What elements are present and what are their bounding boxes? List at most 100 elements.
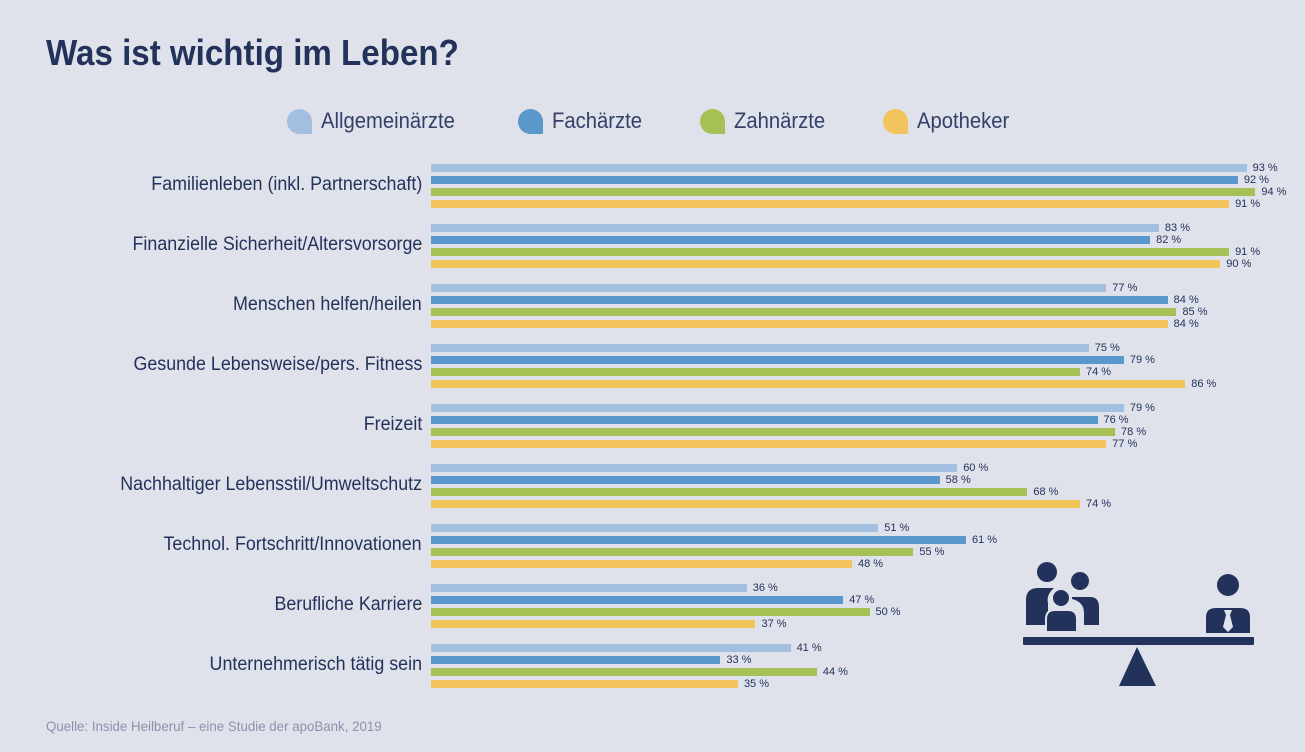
bar [431,500,1080,508]
value-label: 74 % [1085,498,1112,510]
category-label: Berufliche Karriere [274,594,422,615]
bar [431,620,756,628]
scale-balance-svg [1023,562,1254,686]
bar [431,536,966,544]
bar [431,260,1221,268]
bar [431,584,747,592]
legend: Allgemeinärzte Fachärzte Zahnärzte Apoth… [0,108,1305,142]
category-label: Nachhaltiger Lebensstil/Umweltschutz [120,474,422,495]
legend-item-allgemeinaerzte: Allgemeinärzte [287,108,467,134]
value-label: 79 % [1129,402,1155,414]
tie-icon [1223,610,1233,632]
value-label: 86 % [1191,378,1217,390]
bar [431,524,879,532]
value-label: 68 % [1033,486,1059,498]
scale-fulcrum [1119,647,1156,686]
legend-item-fachaerzte: Fachärzte [518,108,650,134]
bar [431,608,870,616]
value-label: 55 % [919,546,945,558]
value-label: 78 % [1121,426,1147,438]
bar [431,548,914,556]
bar [431,368,1080,376]
bar [431,224,1159,232]
category-label: Menschen helfen/heilen [233,294,422,315]
bar [431,188,1256,196]
value-label: 79 % [1129,354,1155,366]
category-label: Familienleben (inkl. Partnerschaft) [151,174,422,195]
bar [431,320,1168,328]
source-note: Quelle: Inside Heilberuf – eine Studie d… [46,718,382,734]
value-label: 50 % [875,606,901,618]
bar [431,596,844,604]
adult2-head-icon [1071,572,1089,590]
value-label: 37 % [761,618,787,630]
value-label: 77 % [1112,438,1138,450]
value-label: 90 % [1226,258,1252,270]
value-label: 93 % [1252,162,1278,174]
legend-swatch-icon [287,108,312,134]
bar [431,668,817,676]
child-head-icon [1051,588,1071,608]
bar [431,236,1151,244]
value-label: 83 % [1164,222,1190,234]
value-label: 91 % [1235,198,1261,210]
bar [431,176,1238,184]
scale-balance-icon [1020,555,1260,690]
child-body-icon [1045,609,1078,633]
bar [431,200,1230,208]
value-label: 85 % [1182,306,1208,318]
legend-swatch-icon [518,108,543,134]
bar [431,428,1116,436]
bar [431,680,738,688]
bar [431,656,721,664]
bar [431,476,940,484]
value-label: 61 % [971,534,998,546]
bar [431,560,852,568]
scale-beam [1023,637,1254,645]
bar [431,248,1230,256]
value-label: 94 % [1261,186,1287,198]
value-label: 84 % [1173,294,1199,306]
value-label: 35 % [743,678,770,690]
value-label: 41 % [796,642,822,654]
legend-swatch-icon [700,108,725,134]
value-label: 44 % [822,666,848,678]
legend-item-zahnaerzte: Zahnärzte [700,108,833,134]
value-label: 60 % [963,462,989,474]
adult-head-icon [1037,562,1057,582]
category-label: Freizeit [363,414,422,435]
adult2-body-icon [1072,597,1099,625]
legend-label: Fachärzte [552,108,643,133]
bar [431,440,1107,448]
bar [431,164,1247,172]
value-label: 58 % [945,474,971,486]
value-label: 51 % [884,522,910,534]
category-label: Technol. Fortschritt/Innovationen [163,534,422,555]
category-label: Finanzielle Sicherheit/Altersvorsorge [132,234,422,255]
value-label: 36 % [752,582,778,594]
value-label: 48 % [857,558,884,570]
bar [431,416,1098,424]
category-label: Gesunde Lebensweise/pers. Fitness [133,354,422,375]
legend-label: Allgemeinärzte [321,108,455,133]
legend-swatch-icon [883,108,908,134]
value-label: 33 % [726,654,752,666]
value-label: 74 % [1085,366,1112,378]
bar [431,644,791,652]
value-label: 47 % [849,594,875,606]
bar [431,296,1168,304]
bar [431,308,1177,316]
legend-label: Zahnärzte [734,108,826,133]
legend-item-apotheker: Apotheker [883,108,1017,134]
bar [431,356,1124,364]
value-label: 76 % [1103,414,1129,426]
value-label: 92 % [1243,174,1269,186]
legend-label: Apotheker [917,108,1010,133]
value-label: 75 % [1094,342,1120,354]
value-label: 82 % [1156,234,1182,246]
businessman-head-icon [1217,574,1239,596]
bar [431,344,1089,352]
bar [431,284,1107,292]
chart-title: Was ist wichtig im Leben? [46,32,459,73]
bar [431,464,958,472]
